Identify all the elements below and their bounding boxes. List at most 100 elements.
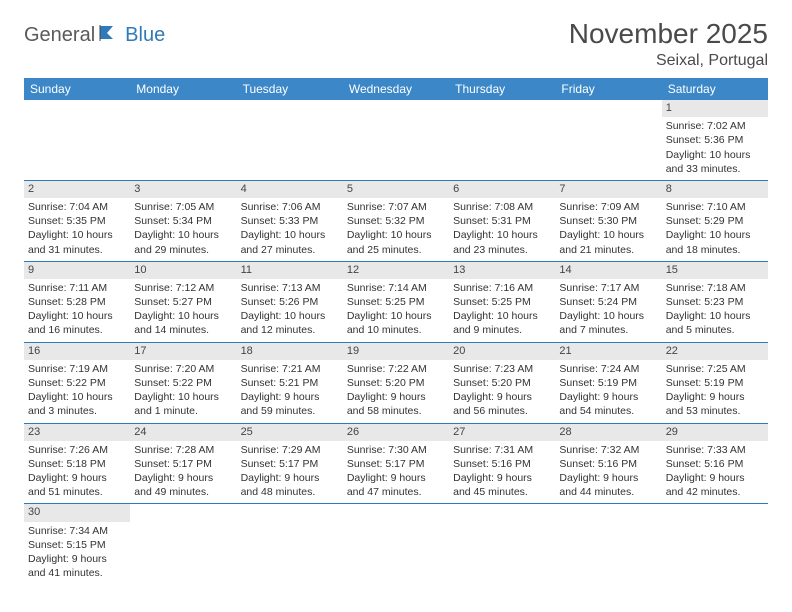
day-number: 27 [449,424,555,441]
sunset-line: Sunset: 5:28 PM [28,295,126,309]
sunset-line: Sunset: 5:21 PM [241,376,339,390]
day-number: 5 [343,181,449,198]
day-number: 8 [662,181,768,198]
sunset-line: Sunset: 5:29 PM [666,214,764,228]
daylight-line: Daylight: 10 hours [347,309,445,323]
daylight-line: and 10 minutes. [347,323,445,337]
daylight-line: Daylight: 10 hours [134,228,232,242]
sunset-line: Sunset: 5:16 PM [453,457,551,471]
sunrise-line: Sunrise: 7:28 AM [134,443,232,457]
sunrise-line: Sunrise: 7:06 AM [241,200,339,214]
weekday-header-cell: Thursday [449,78,555,100]
calendar-week-row: 9Sunrise: 7:11 AMSunset: 5:28 PMDaylight… [24,261,768,342]
calendar-day-cell: 29Sunrise: 7:33 AMSunset: 5:16 PMDayligh… [662,423,768,504]
calendar-day-cell: 5Sunrise: 7:07 AMSunset: 5:32 PMDaylight… [343,180,449,261]
day-number: 26 [343,424,449,441]
calendar-day-cell: 4Sunrise: 7:06 AMSunset: 5:33 PMDaylight… [237,180,343,261]
daylight-line: and 42 minutes. [666,485,764,499]
day-number: 4 [237,181,343,198]
day-number: 2 [24,181,130,198]
logo-text-general: General [24,24,95,47]
sunrise-line: Sunrise: 7:19 AM [28,362,126,376]
day-content: Sunrise: 7:12 AMSunset: 5:27 PMDaylight:… [130,279,236,342]
daylight-line: and 1 minute. [134,404,232,418]
sunrise-line: Sunrise: 7:30 AM [347,443,445,457]
day-content: Sunrise: 7:20 AMSunset: 5:22 PMDaylight:… [130,360,236,423]
sunrise-line: Sunrise: 7:18 AM [666,281,764,295]
sunrise-line: Sunrise: 7:33 AM [666,443,764,457]
day-number: 9 [24,262,130,279]
calendar-day-cell [24,100,130,180]
sunset-line: Sunset: 5:26 PM [241,295,339,309]
calendar-day-cell [130,504,236,584]
daylight-line: Daylight: 9 hours [559,390,657,404]
daylight-line: and 49 minutes. [134,485,232,499]
day-content: Sunrise: 7:08 AMSunset: 5:31 PMDaylight:… [449,198,555,261]
daylight-line: and 48 minutes. [241,485,339,499]
day-content: Sunrise: 7:29 AMSunset: 5:17 PMDaylight:… [237,441,343,504]
day-number: 14 [555,262,661,279]
day-content: Sunrise: 7:28 AMSunset: 5:17 PMDaylight:… [130,441,236,504]
daylight-line: Daylight: 9 hours [666,471,764,485]
daylight-line: and 56 minutes. [453,404,551,418]
calendar-day-cell [343,100,449,180]
calendar-week-row: 30Sunrise: 7:34 AMSunset: 5:15 PMDayligh… [24,504,768,584]
sunset-line: Sunset: 5:34 PM [134,214,232,228]
daylight-line: Daylight: 9 hours [347,390,445,404]
sunset-line: Sunset: 5:31 PM [453,214,551,228]
calendar-day-cell: 17Sunrise: 7:20 AMSunset: 5:22 PMDayligh… [130,342,236,423]
daylight-line: Daylight: 10 hours [559,228,657,242]
calendar-day-cell: 8Sunrise: 7:10 AMSunset: 5:29 PMDaylight… [662,180,768,261]
calendar-day-cell: 28Sunrise: 7:32 AMSunset: 5:16 PMDayligh… [555,423,661,504]
day-number: 22 [662,343,768,360]
day-content: Sunrise: 7:25 AMSunset: 5:19 PMDaylight:… [662,360,768,423]
daylight-line: Daylight: 9 hours [453,471,551,485]
day-number: 30 [24,504,130,521]
daylight-line: and 21 minutes. [559,243,657,257]
day-number: 7 [555,181,661,198]
day-content: Sunrise: 7:06 AMSunset: 5:33 PMDaylight:… [237,198,343,261]
calendar-day-cell: 6Sunrise: 7:08 AMSunset: 5:31 PMDaylight… [449,180,555,261]
daylight-line: and 12 minutes. [241,323,339,337]
day-content: Sunrise: 7:19 AMSunset: 5:22 PMDaylight:… [24,360,130,423]
daylight-line: and 29 minutes. [134,243,232,257]
daylight-line: Daylight: 10 hours [134,309,232,323]
sunrise-line: Sunrise: 7:14 AM [347,281,445,295]
calendar-day-cell: 18Sunrise: 7:21 AMSunset: 5:21 PMDayligh… [237,342,343,423]
day-content: Sunrise: 7:02 AMSunset: 5:36 PMDaylight:… [662,117,768,180]
sunrise-line: Sunrise: 7:23 AM [453,362,551,376]
day-content: Sunrise: 7:14 AMSunset: 5:25 PMDaylight:… [343,279,449,342]
calendar-day-cell: 30Sunrise: 7:34 AMSunset: 5:15 PMDayligh… [24,504,130,584]
calendar-day-cell: 24Sunrise: 7:28 AMSunset: 5:17 PMDayligh… [130,423,236,504]
day-number: 20 [449,343,555,360]
day-content: Sunrise: 7:10 AMSunset: 5:29 PMDaylight:… [662,198,768,261]
calendar-day-cell: 25Sunrise: 7:29 AMSunset: 5:17 PMDayligh… [237,423,343,504]
sunrise-line: Sunrise: 7:09 AM [559,200,657,214]
daylight-line: Daylight: 10 hours [134,390,232,404]
day-content: Sunrise: 7:13 AMSunset: 5:26 PMDaylight:… [237,279,343,342]
daylight-line: Daylight: 10 hours [666,148,764,162]
day-content: Sunrise: 7:26 AMSunset: 5:18 PMDaylight:… [24,441,130,504]
calendar-day-cell [449,100,555,180]
sunset-line: Sunset: 5:22 PM [28,376,126,390]
month-title: November 2025 [569,18,768,50]
sunset-line: Sunset: 5:15 PM [28,538,126,552]
weekday-header-cell: Friday [555,78,661,100]
daylight-line: Daylight: 9 hours [347,471,445,485]
daylight-line: Daylight: 9 hours [241,390,339,404]
sunset-line: Sunset: 5:32 PM [347,214,445,228]
daylight-line: Daylight: 10 hours [666,309,764,323]
calendar-day-cell: 14Sunrise: 7:17 AMSunset: 5:24 PMDayligh… [555,261,661,342]
calendar-week-row: 2Sunrise: 7:04 AMSunset: 5:35 PMDaylight… [24,180,768,261]
calendar-day-cell: 1Sunrise: 7:02 AMSunset: 5:36 PMDaylight… [662,100,768,180]
daylight-line: and 25 minutes. [347,243,445,257]
daylight-line: Daylight: 9 hours [241,471,339,485]
calendar-day-cell: 26 Sunrise: 7:30 AMSunset: 5:17 PMDayligh… [343,423,449,504]
weekday-header-cell: Tuesday [237,78,343,100]
daylight-line: and 27 minutes. [241,243,339,257]
calendar-week-row: 23Sunrise: 7:26 AMSunset: 5:18 PMDayligh… [24,423,768,504]
sunset-line: Sunset: 5:17 PM [347,457,445,471]
daylight-line: and 16 minutes. [28,323,126,337]
day-number: 6 [449,181,555,198]
logo-text-blue: Blue [125,24,165,47]
